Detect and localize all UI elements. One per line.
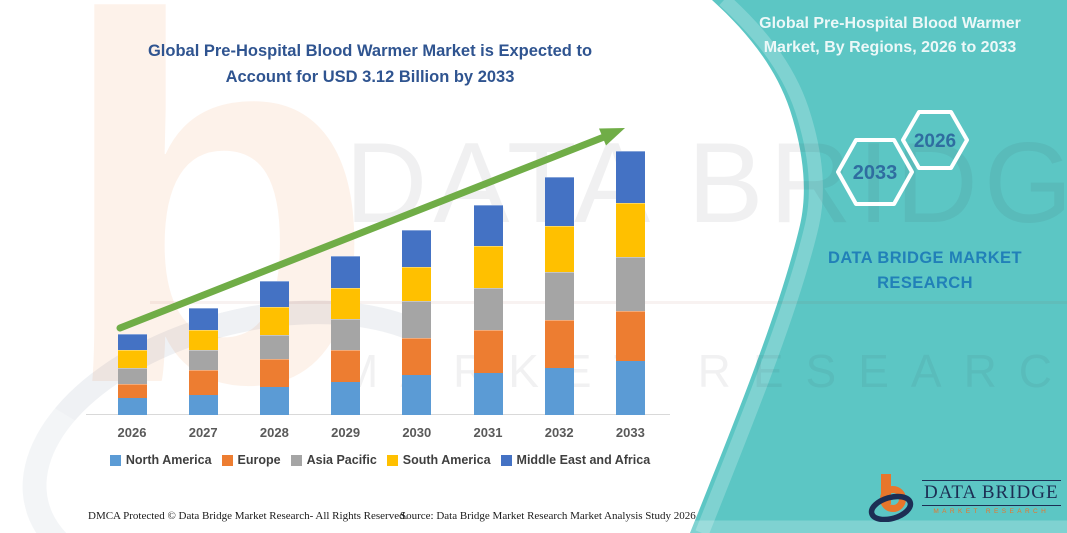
bar-segment-2027-middle-east-and-africa <box>188 308 218 330</box>
bar-segment-2031-asia-pacific <box>473 288 503 330</box>
bar-segment-2033-north-america <box>615 361 645 415</box>
bar-segment-2026-europe <box>117 384 147 398</box>
bar-2026 <box>117 334 147 415</box>
bar-segment-2028-south-america <box>259 307 289 335</box>
bar-segment-2026-middle-east-and-africa <box>117 334 147 350</box>
bar-segment-2027-europe <box>188 370 218 395</box>
bar-segment-2030-asia-pacific <box>402 301 432 338</box>
x-axis-label-2028: 2028 <box>259 425 289 440</box>
legend-label: Asia Pacific <box>306 453 377 467</box>
bar-2030 <box>402 230 432 415</box>
bar-segment-2032-middle-east-and-africa <box>544 177 574 226</box>
legend-swatch-icon <box>109 454 121 466</box>
legend-item-south-america: South America <box>386 453 491 467</box>
hexagon-2026-outline <box>901 110 969 170</box>
bar-segment-2033-europe <box>615 311 645 361</box>
legend-item-middle-east-and-africa: Middle East and Africa <box>500 453 651 467</box>
main-title-line1: Global Pre-Hospital Blood Warmer Market … <box>147 42 593 60</box>
bar-segment-2031-europe <box>473 330 503 373</box>
company-logo-text: DATA BRIDGE MARKET RESEARCH <box>922 479 1061 515</box>
bar-segment-2033-asia-pacific <box>615 257 645 311</box>
x-axis-label-2033: 2033 <box>615 425 645 440</box>
side-panel-title-line1: Global Pre-Hospital Blood Warmer <box>759 15 1021 32</box>
legend-label: North America <box>125 453 212 467</box>
bar-segment-2026-south-america <box>117 350 147 368</box>
bar-segment-2032-north-america <box>544 368 574 415</box>
bar-segment-2027-south-america <box>188 330 218 350</box>
legend-swatch-icon <box>290 454 302 466</box>
x-axis-label-2029: 2029 <box>331 425 361 440</box>
hexagon-badges: 2033 2026 <box>836 110 969 206</box>
bar-segment-2030-south-america <box>402 267 432 301</box>
bar-2032 <box>544 177 574 415</box>
bar-segment-2032-asia-pacific <box>544 272 574 320</box>
footer-dmca-text: DMCA Protected © Data Bridge Market Rese… <box>88 510 408 522</box>
legend-item-north-america: North America <box>109 453 212 467</box>
bar-segment-2028-north-america <box>259 387 289 415</box>
bar-2028 <box>259 281 289 415</box>
bar-segment-2033-south-america <box>615 203 645 257</box>
bar-2031 <box>473 205 503 415</box>
bar-segment-2028-asia-pacific <box>259 335 289 359</box>
legend-swatch-icon <box>500 454 512 466</box>
bar-2033 <box>615 151 645 415</box>
legend-swatch-icon <box>221 454 233 466</box>
bar-segment-2029-south-america <box>331 288 361 319</box>
side-panel-shape <box>690 0 1067 533</box>
bar-segment-2031-south-america <box>473 246 503 288</box>
main-title: Global Pre-Hospital Blood Warmer Market … <box>40 38 700 90</box>
bar-segment-2032-europe <box>544 320 574 368</box>
footer-source-text: Source: Data Bridge Market Research Mark… <box>400 510 696 522</box>
bar-2027 <box>188 308 218 415</box>
hexagon-2026-label: 2026 <box>914 131 956 152</box>
x-axis-line <box>86 414 670 415</box>
x-axis-label-2027: 2027 <box>188 425 218 440</box>
bar-segment-2028-middle-east-and-africa <box>259 281 289 307</box>
side-panel-edge-highlight <box>695 0 823 533</box>
chart-legend: North America Europe Asia Pacific South Ame… <box>88 453 672 467</box>
bar-segment-2031-north-america <box>473 373 503 415</box>
bar-segment-2032-south-america <box>544 226 574 272</box>
legend-label: Middle East and Africa <box>516 453 651 467</box>
bar-segment-2026-north-america <box>117 398 147 415</box>
bar-segment-2030-middle-east-and-africa <box>402 230 432 267</box>
x-axis-label-2032: 2032 <box>544 425 574 440</box>
brand-text: DATA BRIDGE MARKET RESEARCH <box>800 246 1050 296</box>
logo-d-swoosh <box>868 493 914 522</box>
side-panel-title: Global Pre-Hospital Blood Warmer Market,… <box>730 12 1050 60</box>
brand-text-line1: DATA BRIDGE MARKET <box>828 249 1022 267</box>
bar-segment-2027-asia-pacific <box>188 350 218 370</box>
bar-segment-2029-middle-east-and-africa <box>331 256 361 288</box>
side-panel-title-line2: Market, By Regions, 2026 to 2033 <box>763 39 1017 56</box>
bar-segment-2026-asia-pacific <box>117 368 147 384</box>
bar-segment-2033-middle-east-and-africa <box>615 151 645 203</box>
bar-2029 <box>331 256 361 415</box>
legend-label: Europe <box>237 453 281 467</box>
x-axis-label-2030: 2030 <box>402 425 432 440</box>
hexagon-2033-outline <box>836 138 914 206</box>
legend-item-europe: Europe <box>221 453 281 467</box>
hexagon-2033-label: 2033 <box>853 162 898 184</box>
company-logo-name: DATA BRIDGE <box>922 479 1061 506</box>
main-title-line2: Account for USD 3.12 Billion by 2033 <box>225 68 515 86</box>
bar-segment-2029-europe <box>331 350 361 382</box>
company-logo-mark-icon <box>868 474 914 522</box>
bar-segment-2031-middle-east-and-africa <box>473 205 503 246</box>
company-logo-tagline: MARKET RESEARCH <box>933 507 1050 515</box>
legend-item-asia-pacific: Asia Pacific <box>290 453 377 467</box>
bar-segment-2028-europe <box>259 359 289 387</box>
bar-segment-2029-asia-pacific <box>331 319 361 350</box>
legend-swatch-icon <box>386 454 398 466</box>
bar-segment-2030-europe <box>402 338 432 375</box>
bar-segment-2029-north-america <box>331 382 361 415</box>
bar-segment-2030-north-america <box>402 375 432 415</box>
x-axis-label-2031: 2031 <box>473 425 503 440</box>
legend-label: South America <box>402 453 491 467</box>
company-logo: DATA BRIDGE MARKET RESEARCH <box>868 472 1061 522</box>
brand-text-line2: RESEARCH <box>877 274 973 292</box>
x-axis-label-2026: 2026 <box>117 425 147 440</box>
bar-segment-2027-north-america <box>188 395 218 415</box>
